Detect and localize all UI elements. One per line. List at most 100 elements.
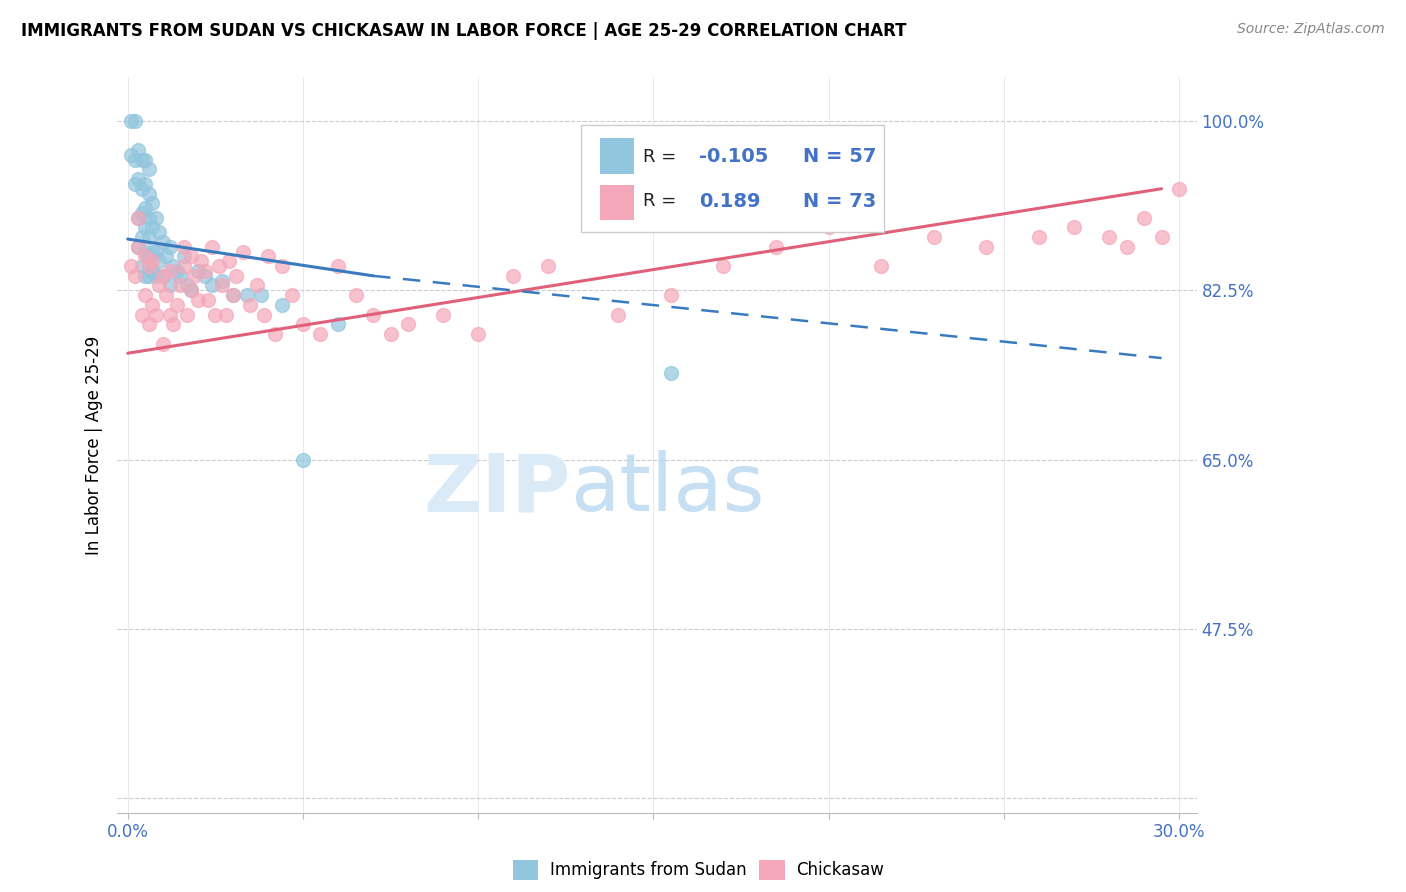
Text: -0.105: -0.105 xyxy=(699,147,768,166)
Point xyxy=(201,240,224,254)
Point xyxy=(1115,240,1137,254)
Point xyxy=(502,268,524,283)
Point xyxy=(239,298,262,312)
Point xyxy=(134,244,156,259)
Point xyxy=(183,268,205,283)
Point xyxy=(131,206,153,220)
Point xyxy=(432,308,454,322)
Text: Source: ZipAtlas.com: Source: ZipAtlas.com xyxy=(1237,22,1385,37)
Point xyxy=(1028,230,1050,244)
Point xyxy=(159,308,181,322)
Point xyxy=(218,254,240,268)
Point xyxy=(141,254,163,268)
Point xyxy=(257,250,280,264)
Point xyxy=(187,293,209,307)
Point xyxy=(232,244,254,259)
Point xyxy=(145,244,167,259)
Point xyxy=(817,220,839,235)
Point xyxy=(162,259,184,273)
Point xyxy=(291,452,314,467)
Point xyxy=(1168,182,1191,196)
Point xyxy=(134,177,156,191)
Point xyxy=(1063,220,1085,235)
Bar xyxy=(600,138,634,174)
Point xyxy=(1133,211,1156,225)
Point xyxy=(141,196,163,211)
Point xyxy=(141,298,163,312)
Point xyxy=(134,201,156,215)
Point xyxy=(127,172,149,186)
Point xyxy=(194,268,217,283)
Point xyxy=(155,250,177,264)
Point xyxy=(124,114,146,128)
Point xyxy=(380,326,402,341)
Point xyxy=(250,288,273,302)
Point xyxy=(211,274,233,288)
Point xyxy=(120,148,142,162)
Point xyxy=(155,288,177,302)
Point xyxy=(537,259,560,273)
Point xyxy=(131,230,153,244)
Text: atlas: atlas xyxy=(571,450,765,528)
Point xyxy=(138,250,160,264)
Point xyxy=(253,308,276,322)
Point xyxy=(148,278,170,293)
Point xyxy=(204,308,226,322)
Point xyxy=(208,259,231,273)
Point xyxy=(127,240,149,254)
Point xyxy=(607,308,630,322)
Point xyxy=(173,250,195,264)
Point xyxy=(148,254,170,268)
Point xyxy=(159,278,181,293)
Point xyxy=(169,278,191,293)
Point xyxy=(120,259,142,273)
Point xyxy=(225,268,247,283)
Point xyxy=(166,264,188,278)
Point xyxy=(138,268,160,283)
Point xyxy=(222,288,245,302)
Point xyxy=(120,114,142,128)
Point xyxy=(659,366,682,380)
Point xyxy=(134,288,156,302)
Point xyxy=(180,283,202,297)
Point xyxy=(148,225,170,239)
Point xyxy=(152,336,174,351)
Point xyxy=(124,268,146,283)
Text: Chickasaw: Chickasaw xyxy=(796,861,884,879)
Point xyxy=(467,326,489,341)
Point xyxy=(159,240,181,254)
Point xyxy=(222,288,245,302)
Point xyxy=(176,308,198,322)
Point xyxy=(141,264,163,278)
Point xyxy=(180,250,202,264)
Text: N = 73: N = 73 xyxy=(803,192,876,211)
Point xyxy=(131,308,153,322)
Text: Immigrants from Sudan: Immigrants from Sudan xyxy=(550,861,747,879)
Point xyxy=(765,240,787,254)
Point xyxy=(166,298,188,312)
Point xyxy=(361,308,384,322)
Point xyxy=(159,264,181,278)
Point xyxy=(215,308,238,322)
Point xyxy=(659,288,682,302)
Point xyxy=(190,254,212,268)
Point xyxy=(138,211,160,225)
Point xyxy=(169,268,191,283)
Text: 0.189: 0.189 xyxy=(699,192,761,211)
Point xyxy=(1098,230,1121,244)
Point xyxy=(127,143,149,157)
Point xyxy=(173,240,195,254)
Point xyxy=(236,288,259,302)
Point xyxy=(131,259,153,273)
Point xyxy=(145,268,167,283)
Point xyxy=(162,317,184,331)
FancyBboxPatch shape xyxy=(581,125,883,232)
Point xyxy=(344,288,367,302)
Point xyxy=(187,264,209,278)
Point xyxy=(138,230,160,244)
Point xyxy=(131,182,153,196)
Point xyxy=(134,153,156,167)
Point xyxy=(138,162,160,177)
Point xyxy=(152,268,174,283)
Point xyxy=(197,293,219,307)
